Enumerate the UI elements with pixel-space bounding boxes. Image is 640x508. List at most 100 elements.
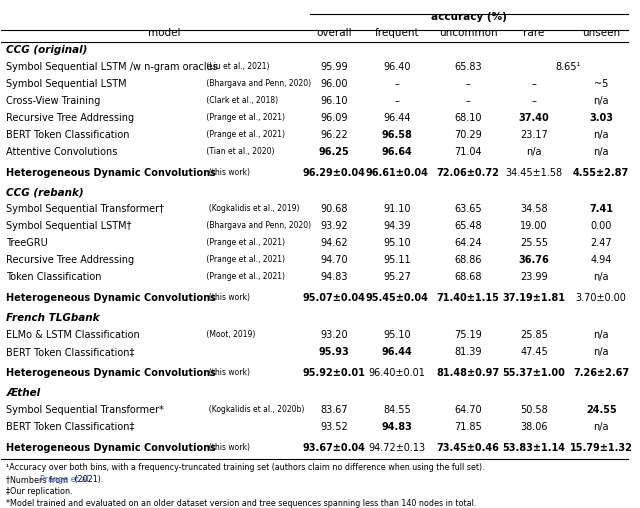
Text: 90.68: 90.68 <box>321 204 348 214</box>
Text: Heterogeneous Dynamic Convolutions: Heterogeneous Dynamic Convolutions <box>6 293 216 303</box>
Text: 55.37±1.00: 55.37±1.00 <box>502 368 566 378</box>
Text: accuracy (%): accuracy (%) <box>431 13 508 22</box>
Text: (this work): (this work) <box>204 293 250 302</box>
Text: 94.62: 94.62 <box>321 238 348 248</box>
Text: ‡Our replication.: ‡Our replication. <box>6 487 73 496</box>
Text: Attentive Convolutions: Attentive Convolutions <box>6 147 118 156</box>
Text: (this work): (this work) <box>204 368 250 377</box>
Text: 65.48: 65.48 <box>454 221 482 231</box>
Text: ELMo & LSTM Classification: ELMo & LSTM Classification <box>6 330 140 340</box>
Text: 8.65¹: 8.65¹ <box>555 62 580 72</box>
Text: 7.41: 7.41 <box>589 204 613 214</box>
Text: 7.26±2.67: 7.26±2.67 <box>573 368 629 378</box>
Text: Symbol Sequential Transformer†: Symbol Sequential Transformer† <box>6 204 164 214</box>
Text: 96.44: 96.44 <box>381 347 412 357</box>
Text: uncommon: uncommon <box>439 28 497 38</box>
Text: –: – <box>395 96 399 106</box>
Text: (Kogkalidis et al., 2019): (Kogkalidis et al., 2019) <box>204 204 300 213</box>
Text: (this work): (this work) <box>204 168 250 177</box>
Text: (Prange et al., 2021): (Prange et al., 2021) <box>204 113 285 122</box>
Text: 91.10: 91.10 <box>383 204 411 214</box>
Text: 73.45±0.46: 73.45±0.46 <box>436 442 499 453</box>
Text: *Model trained and evaluated on an older dataset version and tree sequences span: *Model trained and evaluated on an older… <box>6 498 477 507</box>
Text: Æthel: Æthel <box>6 388 40 398</box>
Text: (Prange et al., 2021): (Prange et al., 2021) <box>204 130 285 139</box>
Text: 64.70: 64.70 <box>454 404 482 415</box>
Text: 34.58: 34.58 <box>520 204 548 214</box>
Text: rare: rare <box>524 28 545 38</box>
Text: 0.00: 0.00 <box>591 221 612 231</box>
Text: model: model <box>148 28 181 38</box>
Text: –: – <box>532 79 536 89</box>
Text: 83.67: 83.67 <box>321 404 348 415</box>
Text: 95.27: 95.27 <box>383 272 411 282</box>
Text: 94.39: 94.39 <box>383 221 411 231</box>
Text: 75.19: 75.19 <box>454 330 482 340</box>
Text: n/a: n/a <box>526 147 542 156</box>
Text: 25.85: 25.85 <box>520 330 548 340</box>
Text: 84.55: 84.55 <box>383 404 411 415</box>
Text: 68.86: 68.86 <box>454 256 482 265</box>
Text: –: – <box>395 79 399 89</box>
Text: 37.19±1.81: 37.19±1.81 <box>502 293 566 303</box>
Text: n/a: n/a <box>593 347 609 357</box>
Text: frequent: frequent <box>375 28 419 38</box>
Text: 19.00: 19.00 <box>520 221 548 231</box>
Text: 95.07±0.04: 95.07±0.04 <box>303 293 365 303</box>
Text: Heterogeneous Dynamic Convolutions: Heterogeneous Dynamic Convolutions <box>6 168 216 178</box>
Text: 71.04: 71.04 <box>454 147 482 156</box>
Text: 70.29: 70.29 <box>454 130 482 140</box>
Text: 24.55: 24.55 <box>586 404 616 415</box>
Text: 23.99: 23.99 <box>520 272 548 282</box>
Text: n/a: n/a <box>593 422 609 432</box>
Text: overall: overall <box>316 28 352 38</box>
Text: Heterogeneous Dynamic Convolutions: Heterogeneous Dynamic Convolutions <box>6 368 216 378</box>
Text: Token Classification: Token Classification <box>6 272 102 282</box>
Text: Symbol Sequential LSTM†: Symbol Sequential LSTM† <box>6 221 132 231</box>
Text: 81.48±0.97: 81.48±0.97 <box>436 368 500 378</box>
Text: n/a: n/a <box>593 330 609 340</box>
Text: 37.40: 37.40 <box>518 113 549 123</box>
Text: (Liu et al., 2021): (Liu et al., 2021) <box>204 62 270 71</box>
Text: 96.40±0.01: 96.40±0.01 <box>369 368 426 378</box>
Text: 34.45±1.58: 34.45±1.58 <box>506 168 563 178</box>
Text: (Kogkalidis et al., 2020b): (Kogkalidis et al., 2020b) <box>204 404 305 414</box>
Text: n/a: n/a <box>593 96 609 106</box>
Text: 72.06±0.72: 72.06±0.72 <box>436 168 499 178</box>
Text: 96.44: 96.44 <box>383 113 411 123</box>
Text: 50.58: 50.58 <box>520 404 548 415</box>
Text: (Moot, 2019): (Moot, 2019) <box>204 330 255 339</box>
Text: Symbol Sequential LSTM /w n-gram oracles: Symbol Sequential LSTM /w n-gram oracles <box>6 62 218 72</box>
Text: 2.47: 2.47 <box>591 238 612 248</box>
Text: n/a: n/a <box>593 272 609 282</box>
Text: 25.55: 25.55 <box>520 238 548 248</box>
Text: –: – <box>466 96 470 106</box>
Text: 68.10: 68.10 <box>454 113 482 123</box>
Text: –: – <box>466 79 470 89</box>
Text: (Prange et al., 2021): (Prange et al., 2021) <box>204 256 285 264</box>
Text: 95.11: 95.11 <box>383 256 411 265</box>
Text: 53.83±1.14: 53.83±1.14 <box>502 442 566 453</box>
Text: 71.85: 71.85 <box>454 422 482 432</box>
Text: 94.70: 94.70 <box>321 256 348 265</box>
Text: 93.52: 93.52 <box>321 422 348 432</box>
Text: unseen: unseen <box>582 28 620 38</box>
Text: CCG (original): CCG (original) <box>6 45 88 55</box>
Text: †Numbers from: †Numbers from <box>6 475 71 484</box>
Text: (this work): (this work) <box>204 442 250 452</box>
Text: BERT Token Classification‡: BERT Token Classification‡ <box>6 422 135 432</box>
Text: 95.99: 95.99 <box>321 62 348 72</box>
Text: 95.45±0.04: 95.45±0.04 <box>365 293 429 303</box>
Text: n/a: n/a <box>593 130 609 140</box>
Text: 96.00: 96.00 <box>321 79 348 89</box>
Text: Prange et al.: Prange et al. <box>40 475 92 484</box>
Text: ¹Accuracy over both bins, with a frequency-truncated training set (authors claim: ¹Accuracy over both bins, with a frequen… <box>6 463 485 472</box>
Text: 15.79±1.32: 15.79±1.32 <box>570 442 633 453</box>
Text: Symbol Sequential Transformer*: Symbol Sequential Transformer* <box>6 404 164 415</box>
Text: 68.68: 68.68 <box>454 272 482 282</box>
Text: Cross-View Training: Cross-View Training <box>6 96 100 106</box>
Text: 71.40±1.15: 71.40±1.15 <box>436 293 499 303</box>
Text: 96.29±0.04: 96.29±0.04 <box>303 168 365 178</box>
Text: ~5: ~5 <box>594 79 609 89</box>
Text: 36.76: 36.76 <box>518 256 549 265</box>
